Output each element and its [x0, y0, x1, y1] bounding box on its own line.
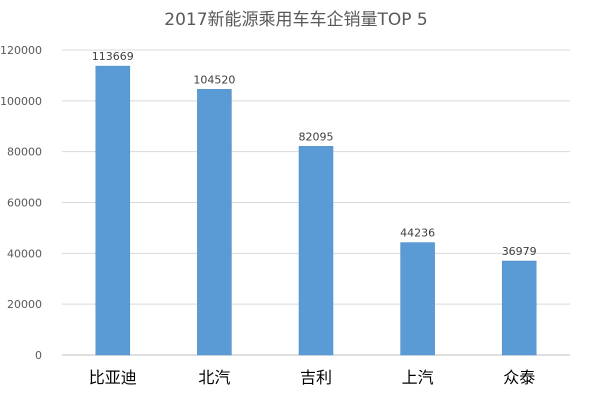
y-axis-tick-labels: 0 20000 40000 60000 80000 100000 120000: [0, 44, 42, 362]
y-tick-label: 100000: [0, 95, 42, 108]
bar: [95, 65, 131, 356]
x-category-label: 吉利: [300, 368, 332, 387]
x-category-label: 上汽: [402, 368, 434, 387]
x-category-label: 众泰: [503, 368, 535, 387]
bar: [400, 242, 435, 356]
chart-title: 2017新能源乘用车车企销量TOP 5: [164, 10, 428, 30]
x-axis-category-labels: 比亚迪 北汽 吉利 上汽 众泰: [89, 368, 535, 387]
bar: [197, 89, 232, 356]
y-tick-label: 60000: [7, 197, 42, 210]
bar-data-label: 44236: [400, 227, 435, 240]
x-category-label: 比亚迪: [89, 368, 137, 387]
y-tick-label: 80000: [7, 146, 42, 159]
bar: [298, 146, 334, 356]
bars: [95, 65, 537, 356]
bar-data-label: 113669: [92, 50, 134, 63]
bar-data-label: 82095: [299, 130, 334, 143]
y-tick-label: 0: [35, 349, 42, 362]
y-tick-label: 120000: [0, 44, 42, 57]
x-category-label: 北汽: [198, 368, 230, 387]
y-tick-label: 20000: [7, 298, 42, 311]
data-labels: 113669 104520 82095 44236 36979: [92, 50, 537, 258]
bar-data-label: 36979: [502, 245, 537, 258]
y-tick-label: 40000: [7, 247, 42, 260]
bar-data-label: 104520: [193, 73, 235, 86]
bar: [501, 260, 537, 356]
